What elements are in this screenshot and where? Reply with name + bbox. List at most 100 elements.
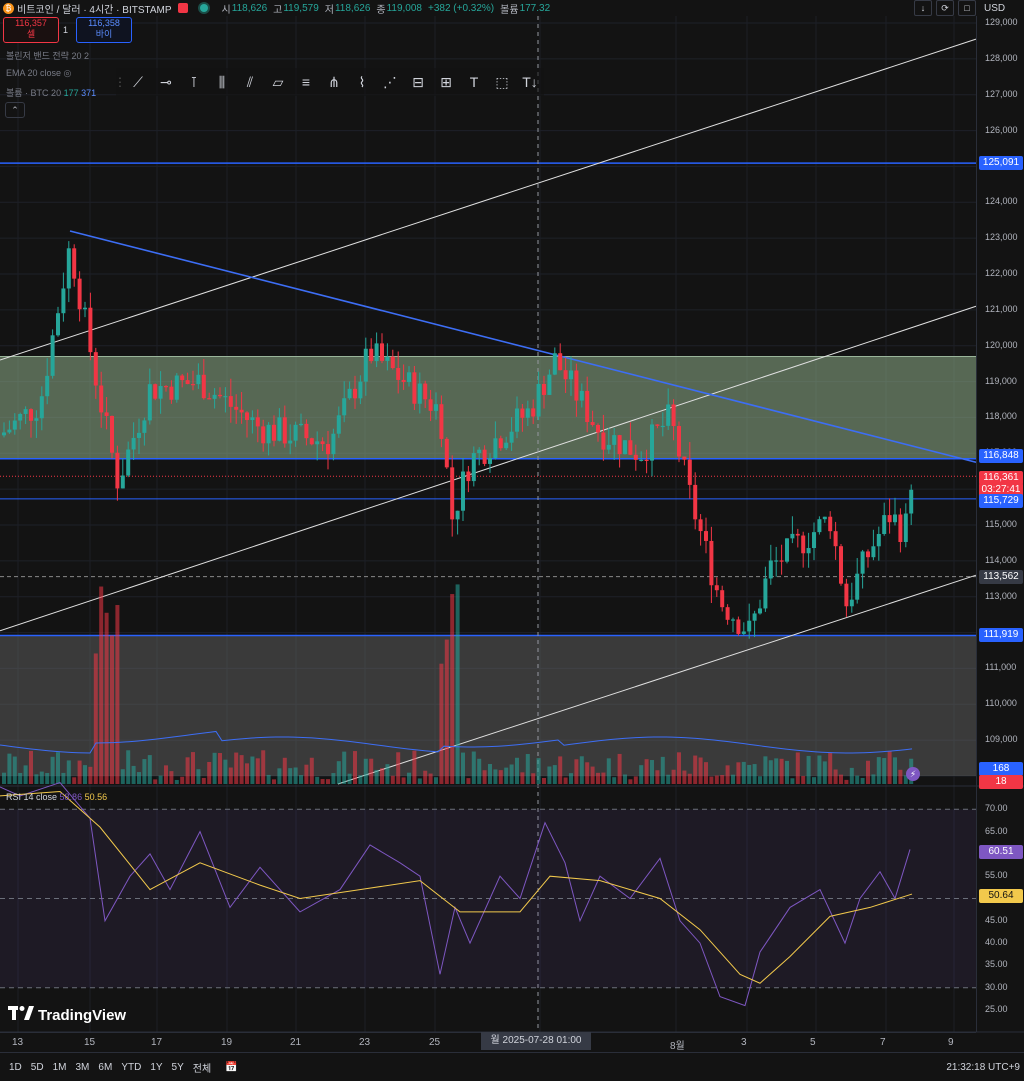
candle-body [7, 429, 12, 433]
alert-lightning-icon[interactable]: ⚡ [906, 767, 920, 781]
volume-bar [342, 751, 347, 784]
date-range-icon[interactable]: ⊞ [440, 73, 452, 90]
candle-body [893, 514, 897, 523]
volume-bar [385, 764, 390, 784]
candle-body [741, 631, 746, 634]
rsi-line [0, 781, 911, 1007]
dashed-level-tag: 113,562 [979, 569, 1023, 584]
candle-body [250, 417, 255, 421]
collapse-legend-button[interactable]: ⌃ [5, 102, 25, 118]
buy-button[interactable]: 116,358 바이 [76, 17, 132, 43]
range-3m-button[interactable]: 3M [75, 1061, 90, 1073]
bollinger-legend[interactable]: 볼린저 밴드 전략 20 2 [6, 51, 89, 61]
price-tick-label: 126,000 [985, 124, 1018, 135]
pitchfork-icon[interactable]: ⋔ [328, 73, 340, 90]
candle-body [342, 398, 347, 416]
rsi-label: RSI 14 close [6, 792, 58, 802]
volume-bar [293, 767, 298, 784]
symbol-title[interactable]: 비트코인 / 달러 · 4시간 · BITSTAMP [17, 4, 172, 16]
volume-bar [88, 766, 93, 784]
volume-bar [482, 770, 487, 784]
change-value: +382 (+0.32%) [427, 2, 495, 14]
square-icon[interactable]: □ [958, 0, 976, 16]
volume-bar [439, 663, 444, 784]
market-open-icon [199, 4, 208, 12]
support1-price-tag: 115,729 [979, 493, 1023, 508]
volume-legend-label: 볼륨 · BTC 20 [6, 88, 62, 98]
sell-button[interactable]: 116,357 셀 [3, 17, 59, 43]
candle-body [720, 590, 725, 608]
text-icon[interactable]: T [469, 74, 479, 90]
rsi-legend[interactable]: RSI 14 close 58.86 50.56 [6, 792, 107, 802]
volume-bar [2, 772, 6, 784]
vertical-line-icon[interactable]: ⊺ [190, 73, 198, 90]
elliott-wave-icon[interactable]: ⋰ [383, 73, 397, 90]
candle-body [320, 441, 325, 445]
candle-body [315, 441, 320, 445]
volume-legend[interactable]: 볼륨 · BTC 20 177 371 [6, 86, 96, 99]
currency-selector[interactable]: USD [984, 2, 1006, 14]
long-position-icon[interactable]: ⫼ [218, 73, 226, 90]
price-tick-label: 120,000 [985, 339, 1018, 350]
range-1d-button[interactable]: 1D [9, 1061, 22, 1073]
price-axis[interactable] [976, 16, 1024, 1032]
pattern-icon[interactable]: ⌇ [358, 73, 366, 90]
frame-icon[interactable]: ⬚ [495, 73, 509, 90]
volume-bar [353, 751, 357, 784]
clock[interactable]: 21:32:18 UTC+9 [946, 1061, 1020, 1073]
range-1m-button[interactable]: 1M [52, 1061, 67, 1073]
candle-body [288, 440, 293, 444]
volume-bar [56, 752, 60, 784]
range-5d-button[interactable]: 5D [30, 1061, 44, 1073]
arrow-down-icon[interactable]: ↓ [914, 0, 932, 16]
volume-bar [309, 757, 314, 784]
calendar-icon[interactable]: 📅 [225, 1061, 238, 1073]
volume-bar [833, 769, 838, 784]
rectangle-icon[interactable]: ▱ [272, 73, 284, 90]
volume-bar [531, 773, 536, 784]
range-1y-button[interactable]: 1Y [150, 1061, 163, 1073]
fib-retracement-icon[interactable]: ≡ [301, 74, 311, 90]
volume-bar [423, 770, 428, 784]
ema-legend[interactable]: EMA 20 close ◎ [6, 68, 71, 79]
drag-handle-icon[interactable]: ⋮ [114, 75, 126, 89]
range-5y-button[interactable]: 5Y [171, 1061, 184, 1073]
volume-bar [12, 756, 17, 784]
volume-bar [844, 779, 849, 784]
volume-bar [471, 751, 476, 784]
candle-body [396, 368, 401, 380]
text-with-arrow-icon[interactable]: T↓ [522, 74, 538, 90]
parallel-channel-icon[interactable]: ⫽ [246, 73, 254, 90]
close-label: 종 [376, 4, 386, 16]
range-전체-button[interactable]: 전체 [192, 1063, 212, 1075]
horizontal-ray-icon[interactable]: ⊸ [160, 73, 172, 90]
range-ytd-button[interactable]: YTD [121, 1061, 142, 1073]
flag-icon[interactable] [177, 3, 188, 13]
range-6m-button[interactable]: 6M [98, 1061, 113, 1073]
candle-body [525, 408, 530, 418]
candle-body [461, 471, 465, 511]
volume-bar [331, 773, 336, 784]
volume-bar [336, 761, 341, 784]
volume-bar [639, 765, 644, 784]
time-tick-label: 8월 [670, 1041, 685, 1052]
trend-line-icon[interactable]: ⟋ [133, 73, 143, 90]
volume-bar [207, 761, 212, 784]
candle-body [785, 538, 789, 562]
candle-body [353, 388, 357, 399]
rsi-tick-label: 45.00 [985, 914, 1008, 925]
volume-bar [677, 752, 681, 784]
candle-body [88, 307, 93, 353]
refresh-icon[interactable]: ⟳ [936, 0, 954, 16]
volume-label: 볼륨 [500, 4, 519, 16]
candle-body [903, 513, 908, 543]
candle-body [887, 515, 892, 523]
eye-off-icon[interactable]: ◎ [63, 68, 72, 78]
volume-legend-val2: 371 [81, 88, 97, 98]
candle-body [866, 551, 870, 558]
tradingview-logo[interactable]: TradingView [8, 1006, 126, 1024]
candle-body [633, 454, 638, 460]
price-range-icon[interactable]: ⊟ [412, 73, 424, 90]
